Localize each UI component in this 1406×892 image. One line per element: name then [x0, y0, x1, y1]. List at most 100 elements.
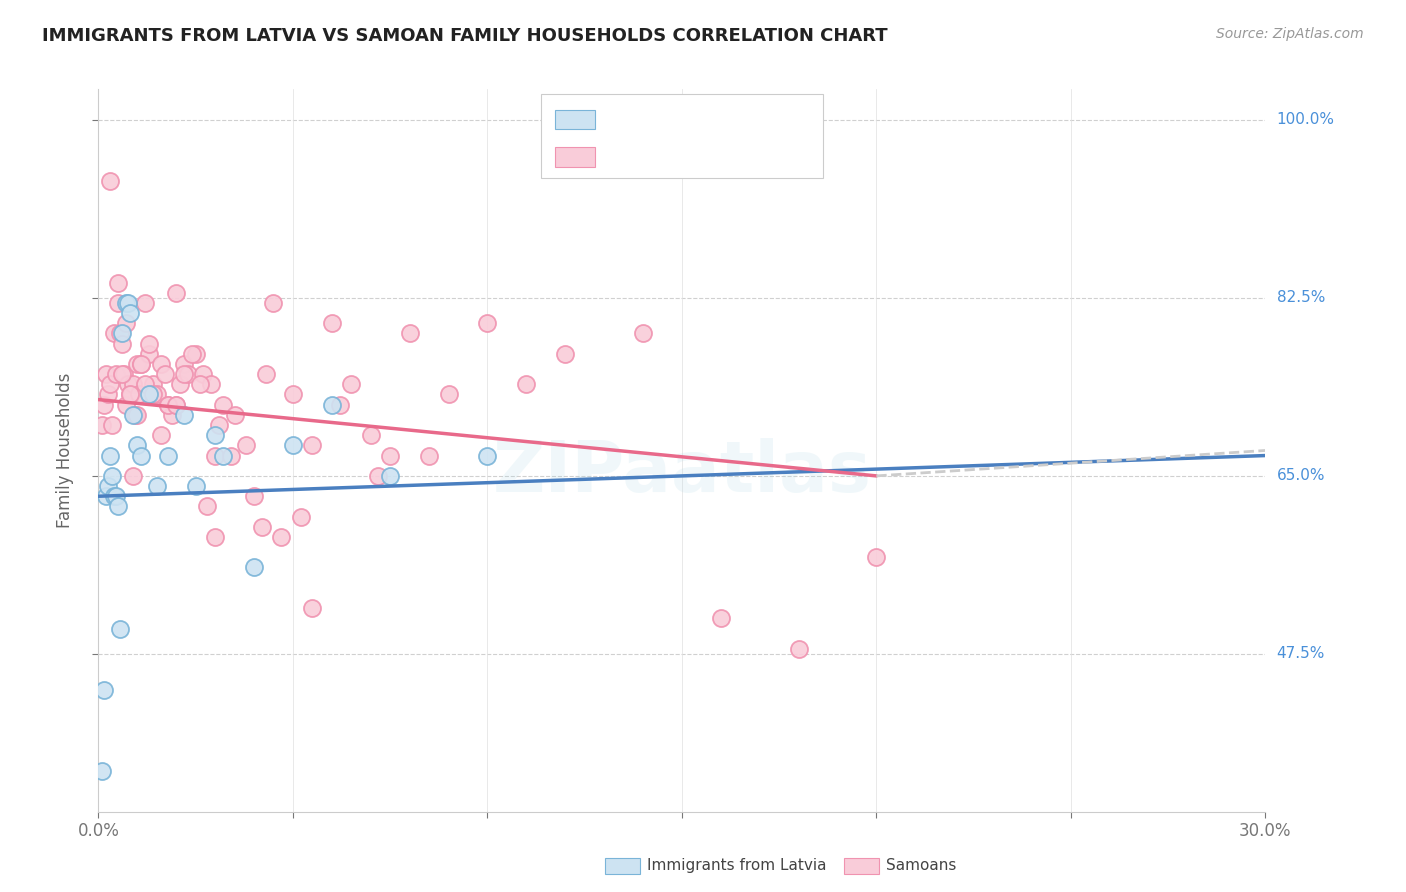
Point [184, 479, 207, 493]
Point [165, 285, 187, 300]
Point [204, 449, 226, 463]
Point [243, 560, 266, 574]
Point [146, 479, 169, 493]
Point [270, 530, 292, 544]
Point [301, 438, 323, 452]
Point [104, 367, 127, 381]
Point [173, 367, 195, 381]
Text: N=: N= [714, 145, 761, 163]
Point [129, 357, 152, 371]
Point [204, 428, 226, 442]
Point [124, 408, 146, 422]
Point [290, 509, 312, 524]
Point [165, 398, 187, 412]
Point [91, 417, 114, 432]
Point [281, 387, 304, 401]
Point [127, 357, 149, 371]
Point [98, 174, 121, 188]
Point [93, 682, 115, 697]
Point [329, 398, 352, 412]
Text: -0.123: -0.123 [640, 145, 704, 163]
Point [98, 449, 121, 463]
Point [114, 296, 136, 310]
Point [127, 408, 149, 422]
Point [177, 367, 200, 381]
Point [118, 306, 141, 320]
Point [515, 377, 537, 392]
Point [142, 387, 165, 401]
Point [301, 601, 323, 615]
Point [129, 449, 152, 463]
Point [107, 296, 129, 310]
Point [212, 449, 235, 463]
Point [122, 469, 145, 483]
Point [153, 367, 176, 381]
Point [157, 449, 180, 463]
Point [96, 489, 118, 503]
Point [103, 489, 125, 503]
Point [262, 296, 284, 310]
Point [97, 479, 120, 493]
Point [235, 438, 257, 452]
Point [134, 296, 156, 310]
Text: 0.043: 0.043 [640, 108, 696, 126]
Point [107, 276, 129, 290]
Point [380, 469, 402, 483]
Text: Source: ZipAtlas.com: Source: ZipAtlas.com [1216, 27, 1364, 41]
Point [111, 336, 134, 351]
Point [134, 377, 156, 392]
Point [104, 489, 127, 503]
Point [114, 316, 136, 330]
Point [157, 398, 180, 412]
Point [219, 449, 242, 463]
Point [173, 408, 195, 422]
Point [254, 367, 277, 381]
Point [138, 387, 160, 401]
Text: 47.5%: 47.5% [1277, 647, 1324, 662]
Point [200, 377, 222, 392]
Point [321, 398, 343, 412]
Point [101, 417, 124, 432]
Point [710, 611, 733, 625]
Text: 100.0%: 100.0% [1277, 112, 1334, 128]
Point [865, 550, 887, 565]
Y-axis label: Family Households: Family Households [56, 373, 75, 528]
Point [127, 438, 149, 452]
Point [250, 520, 273, 534]
Point [117, 296, 139, 310]
Point [398, 326, 420, 341]
Text: 88: 88 [763, 145, 789, 163]
Point [96, 367, 118, 381]
Point [360, 428, 382, 442]
Point [165, 398, 187, 412]
Point [380, 449, 402, 463]
Text: ZIPaatlas: ZIPaatlas [492, 438, 872, 507]
Point [93, 398, 115, 412]
Point [146, 387, 169, 401]
Text: Samoans: Samoans [886, 858, 956, 872]
Text: 65.0%: 65.0% [1277, 468, 1324, 483]
Point [208, 417, 231, 432]
Text: R=: R= [603, 145, 637, 163]
Point [162, 408, 184, 422]
Point [437, 387, 460, 401]
Text: IMMIGRANTS FROM LATVIA VS SAMOAN FAMILY HOUSEHOLDS CORRELATION CHART: IMMIGRANTS FROM LATVIA VS SAMOAN FAMILY … [42, 27, 887, 45]
Point [107, 500, 129, 514]
Point [180, 347, 202, 361]
Point [212, 398, 235, 412]
Point [129, 357, 152, 371]
Point [117, 377, 139, 392]
Point [321, 316, 343, 330]
Point [787, 641, 810, 656]
Point [122, 377, 145, 392]
Point [184, 347, 207, 361]
Point [108, 622, 131, 636]
Point [367, 469, 389, 483]
Point [103, 326, 125, 341]
Point [121, 387, 143, 401]
Point [138, 347, 160, 361]
Point [112, 367, 135, 381]
Text: 29: 29 [748, 108, 773, 126]
Point [204, 530, 226, 544]
Point [149, 428, 172, 442]
